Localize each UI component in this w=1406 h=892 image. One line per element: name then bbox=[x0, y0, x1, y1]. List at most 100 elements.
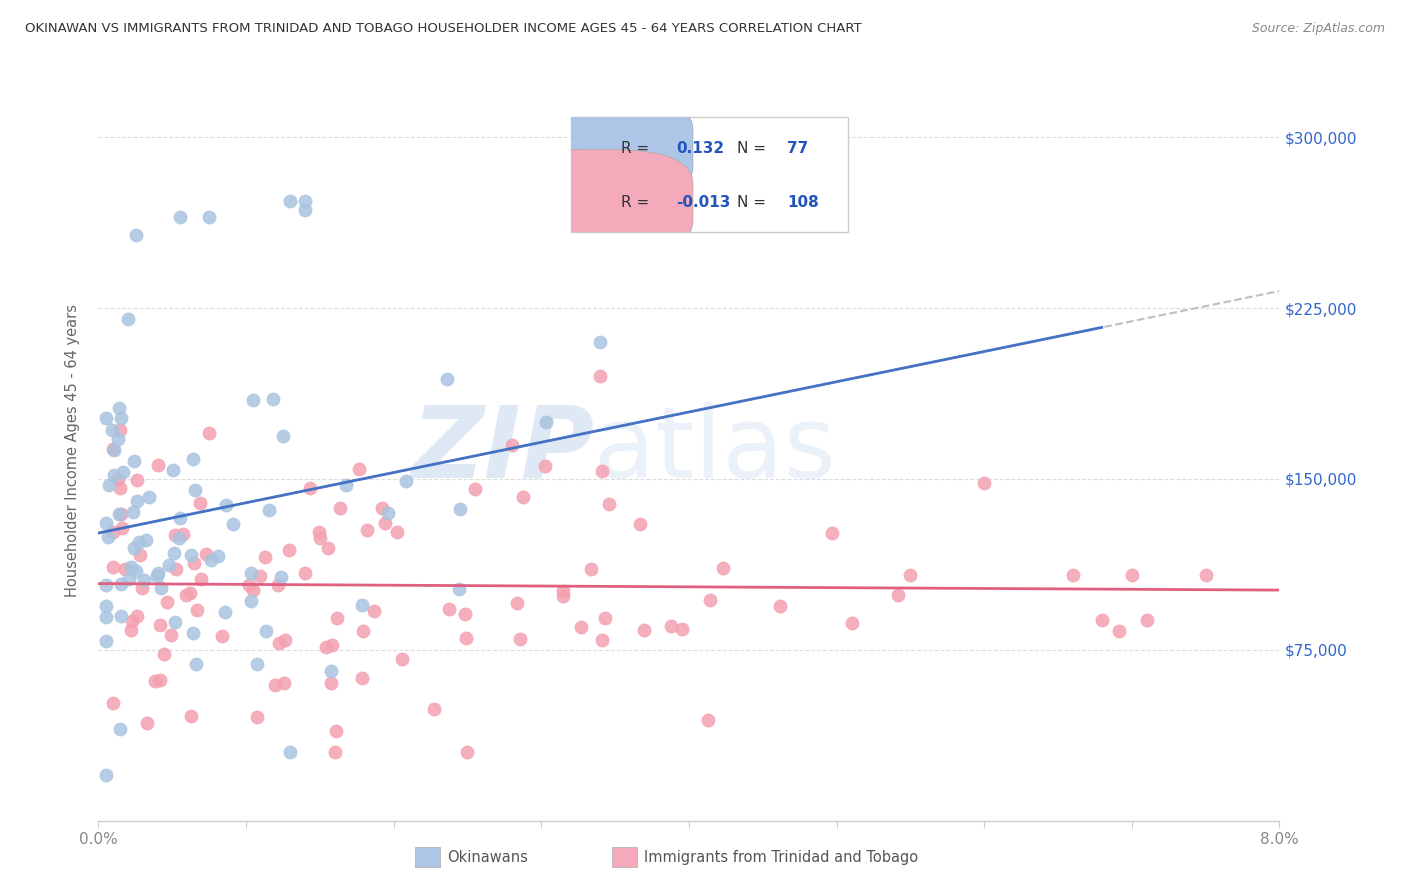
Point bbox=[437, 602, 460, 616]
Point bbox=[589, 335, 612, 350]
Point bbox=[188, 496, 211, 510]
Point bbox=[242, 393, 264, 408]
Point bbox=[94, 516, 117, 530]
Point bbox=[172, 526, 194, 541]
Point bbox=[239, 566, 262, 581]
Point bbox=[195, 547, 218, 561]
Point bbox=[128, 535, 150, 549]
Text: OKINAWAN VS IMMIGRANTS FROM TRINIDAD AND TOBAGO HOUSEHOLDER INCOME AGES 45 - 64 : OKINAWAN VS IMMIGRANTS FROM TRINIDAD AND… bbox=[25, 22, 862, 36]
Point bbox=[163, 546, 186, 560]
Point bbox=[294, 566, 316, 580]
Point bbox=[108, 507, 131, 521]
Point bbox=[110, 609, 132, 624]
Point bbox=[395, 474, 418, 488]
Point bbox=[114, 561, 136, 575]
Point bbox=[267, 636, 290, 650]
Point bbox=[132, 573, 155, 587]
Point bbox=[581, 562, 603, 576]
Point bbox=[138, 491, 160, 505]
Point bbox=[181, 626, 204, 640]
Point bbox=[242, 582, 264, 597]
Point bbox=[183, 452, 205, 467]
Point bbox=[270, 570, 292, 584]
Point bbox=[198, 426, 221, 441]
Text: atlas: atlas bbox=[595, 402, 837, 499]
Point bbox=[271, 429, 294, 443]
Point bbox=[165, 562, 187, 576]
Point bbox=[326, 610, 349, 624]
Point bbox=[457, 745, 479, 759]
Point bbox=[200, 553, 222, 567]
Point bbox=[148, 566, 170, 581]
Point bbox=[589, 369, 612, 384]
Point bbox=[107, 433, 129, 447]
Point bbox=[186, 603, 208, 617]
Point bbox=[274, 633, 297, 648]
Point bbox=[246, 657, 269, 671]
Point bbox=[464, 482, 486, 496]
Point bbox=[821, 526, 844, 541]
Point bbox=[900, 567, 922, 582]
Point bbox=[127, 609, 149, 624]
Point bbox=[249, 569, 271, 583]
Point bbox=[96, 610, 118, 624]
Y-axis label: Householder Income Ages 45 - 64 years: Householder Income Ages 45 - 64 years bbox=[65, 304, 80, 597]
Point bbox=[321, 664, 343, 678]
Point bbox=[94, 411, 117, 425]
Point bbox=[121, 505, 143, 519]
Point bbox=[335, 478, 357, 492]
Point bbox=[160, 628, 183, 642]
Point bbox=[103, 468, 125, 483]
Point bbox=[263, 678, 285, 692]
Point bbox=[534, 458, 557, 473]
Point bbox=[110, 507, 132, 521]
Point bbox=[156, 595, 179, 609]
Point bbox=[347, 462, 370, 476]
Point bbox=[121, 614, 143, 628]
Point bbox=[118, 573, 141, 587]
Point bbox=[135, 715, 157, 730]
Point bbox=[277, 543, 299, 558]
Point bbox=[280, 194, 302, 208]
Point bbox=[112, 465, 135, 479]
Point bbox=[319, 676, 342, 690]
Point bbox=[149, 618, 172, 632]
Point bbox=[131, 582, 153, 596]
Point bbox=[94, 578, 117, 592]
Point bbox=[456, 631, 478, 645]
Text: Immigrants from Trinidad and Tobago: Immigrants from Trinidad and Tobago bbox=[644, 850, 918, 864]
Point bbox=[374, 516, 396, 531]
Point bbox=[1091, 613, 1114, 627]
Text: ZIP: ZIP bbox=[412, 402, 595, 499]
Point bbox=[111, 521, 134, 535]
Point bbox=[101, 423, 124, 437]
Point bbox=[659, 618, 682, 632]
Point bbox=[696, 713, 718, 727]
Point bbox=[887, 588, 910, 602]
Point bbox=[169, 531, 191, 545]
Point bbox=[103, 696, 125, 710]
Point bbox=[1121, 567, 1143, 582]
Point bbox=[551, 583, 574, 598]
Point bbox=[108, 722, 131, 736]
Point bbox=[391, 652, 413, 666]
Point bbox=[352, 624, 374, 638]
Point bbox=[329, 501, 352, 516]
Point bbox=[135, 533, 157, 547]
Point bbox=[501, 438, 523, 452]
Point bbox=[254, 549, 277, 564]
Point bbox=[591, 464, 613, 478]
Point bbox=[280, 745, 302, 759]
Point bbox=[143, 673, 166, 688]
Point bbox=[125, 564, 148, 578]
Point bbox=[308, 525, 330, 540]
Point bbox=[711, 560, 734, 574]
Point bbox=[506, 596, 529, 610]
Point bbox=[436, 372, 458, 386]
Point bbox=[315, 640, 337, 655]
Point bbox=[207, 549, 229, 563]
Point bbox=[103, 442, 125, 456]
Point bbox=[257, 503, 280, 517]
Point bbox=[214, 498, 236, 512]
Point bbox=[122, 453, 145, 467]
